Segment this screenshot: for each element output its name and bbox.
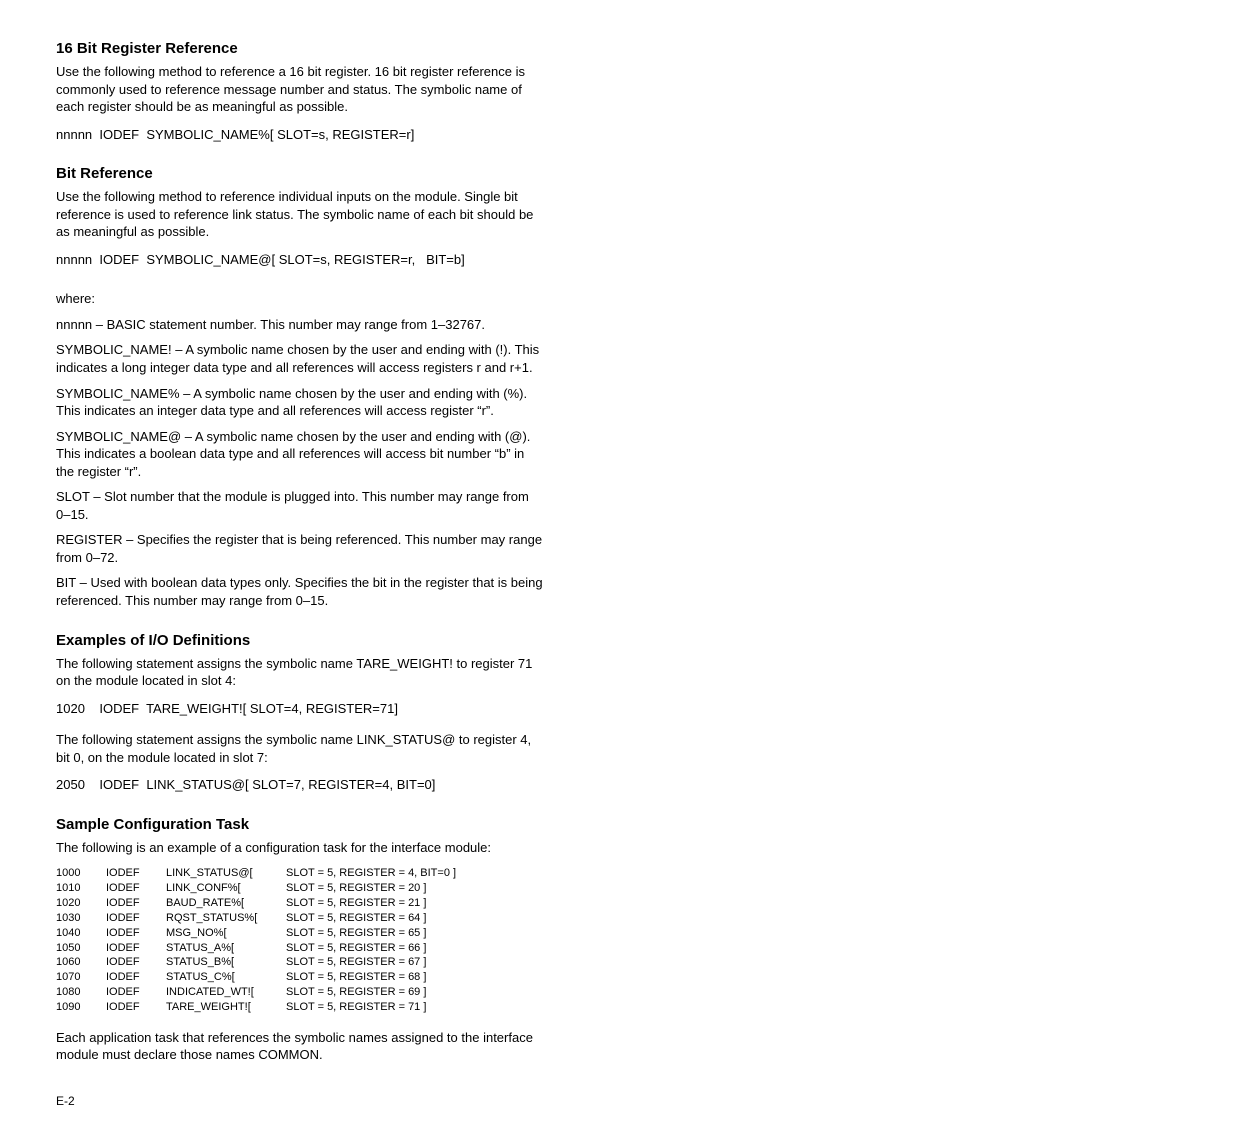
para-sample-config-intro: The following is an example of a configu… [56,839,544,857]
cell-line-number: 1010 [56,881,106,896]
cell-args: SLOT = 5, REGISTER = 64 ] [286,911,466,926]
code-16bit: nnnnn IODEF SYMBOLIC_NAME%[ SLOT=s, REGI… [56,126,544,144]
code-example2: 2050 IODEF LINK_STATUS@[ SLOT=7, REGISTE… [56,776,544,794]
table-row: 1000IODEFLINK_STATUS@[SLOT = 5, REGISTER… [56,866,466,881]
cell-args: SLOT = 5, REGISTER = 69 ] [286,985,466,1000]
where-symname-pct: SYMBOLIC_NAME% – A symbolic name chosen … [56,385,544,420]
heading-examples: Examples of I/O Definitions [56,632,544,649]
code-example1: 1020 IODEF TARE_WEIGHT![ SLOT=4, REGISTE… [56,700,544,718]
table-row: 1060IODEFSTATUS_B%[SLOT = 5, REGISTER = … [56,955,466,970]
cell-line-number: 1000 [56,866,106,881]
cell-symbolic-name: RQST_STATUS%[ [166,911,286,926]
cell-symbolic-name: LINK_CONF%[ [166,881,286,896]
where-nnnnn: nnnnn – BASIC statement number. This num… [56,316,544,334]
section-sample-config: Sample Configuration Task The following … [56,816,544,1064]
table-row: 1080IODEFINDICATED_WT![SLOT = 5, REGISTE… [56,985,466,1000]
cell-opcode: IODEF [106,896,166,911]
table-row: 1070IODEFSTATUS_C%[SLOT = 5, REGISTER = … [56,970,466,985]
cell-args: SLOT = 5, REGISTER = 71 ] [286,1000,466,1015]
para-example2: The following statement assigns the symb… [56,731,544,766]
para-16bit-intro: Use the following method to reference a … [56,63,544,116]
cell-opcode: IODEF [106,926,166,941]
cell-symbolic-name: TARE_WEIGHT![ [166,1000,286,1015]
cell-symbolic-name: STATUS_C%[ [166,970,286,985]
para-sample-config-note: Each application task that references th… [56,1029,544,1064]
where-intro: where: [56,290,544,308]
page-number: E-2 [56,1094,544,1108]
where-symname-at: SYMBOLIC_NAME@ – A symbolic name chosen … [56,428,544,481]
cell-symbolic-name: MSG_NO%[ [166,926,286,941]
cell-opcode: IODEF [106,941,166,956]
cell-opcode: IODEF [106,1000,166,1015]
table-row: 1090IODEFTARE_WEIGHT![SLOT = 5, REGISTER… [56,1000,466,1015]
cell-opcode: IODEF [106,866,166,881]
cell-opcode: IODEF [106,955,166,970]
table-row: 1050IODEFSTATUS_A%[SLOT = 5, REGISTER = … [56,941,466,956]
table-row: 1040IODEFMSG_NO%[SLOT = 5, REGISTER = 65… [56,926,466,941]
cell-symbolic-name: STATUS_B%[ [166,955,286,970]
table-row: 1030IODEFRQST_STATUS%[SLOT = 5, REGISTER… [56,911,466,926]
heading-sample-config: Sample Configuration Task [56,816,544,833]
cell-args: SLOT = 5, REGISTER = 21 ] [286,896,466,911]
cell-line-number: 1050 [56,941,106,956]
cell-opcode: IODEF [106,881,166,896]
cell-line-number: 1030 [56,911,106,926]
cell-opcode: IODEF [106,985,166,1000]
cell-opcode: IODEF [106,911,166,926]
cell-args: SLOT = 5, REGISTER = 66 ] [286,941,466,956]
cell-line-number: 1080 [56,985,106,1000]
para-example1: The following statement assigns the symb… [56,655,544,690]
where-symname-bang: SYMBOLIC_NAME! – A symbolic name chosen … [56,341,544,376]
cell-line-number: 1020 [56,896,106,911]
cell-args: SLOT = 5, REGISTER = 20 ] [286,881,466,896]
cell-args: SLOT = 5, REGISTER = 65 ] [286,926,466,941]
cell-line-number: 1090 [56,1000,106,1015]
where-slot: SLOT – Slot number that the module is pl… [56,488,544,523]
heading-16bit: 16 Bit Register Reference [56,40,544,57]
para-bit-intro: Use the following method to reference in… [56,188,544,241]
heading-bit: Bit Reference [56,165,544,182]
cell-line-number: 1070 [56,970,106,985]
cell-opcode: IODEF [106,970,166,985]
page-content: 16 Bit Register Reference Use the follow… [0,0,600,1148]
where-bit: BIT – Used with boolean data types only.… [56,574,544,609]
cell-symbolic-name: LINK_STATUS@[ [166,866,286,881]
cell-line-number: 1040 [56,926,106,941]
where-definitions: where: nnnnn – BASIC statement number. T… [56,290,544,609]
code-bit: nnnnn IODEF SYMBOLIC_NAME@[ SLOT=s, REGI… [56,251,544,269]
section-bit: Bit Reference Use the following method t… [56,165,544,268]
table-row: 1010IODEFLINK_CONF%[SLOT = 5, REGISTER =… [56,881,466,896]
cell-args: SLOT = 5, REGISTER = 67 ] [286,955,466,970]
cell-symbolic-name: INDICATED_WT![ [166,985,286,1000]
cell-args: SLOT = 5, REGISTER = 68 ] [286,970,466,985]
cell-line-number: 1060 [56,955,106,970]
section-examples: Examples of I/O Definitions The followin… [56,632,544,794]
cell-args: SLOT = 5, REGISTER = 4, BIT=0 ] [286,866,466,881]
cell-symbolic-name: BAUD_RATE%[ [166,896,286,911]
table-row: 1020IODEFBAUD_RATE%[SLOT = 5, REGISTER =… [56,896,466,911]
section-16bit: 16 Bit Register Reference Use the follow… [56,40,544,143]
cell-symbolic-name: STATUS_A%[ [166,941,286,956]
where-register: REGISTER – Specifies the register that i… [56,531,544,566]
config-table: 1000IODEFLINK_STATUS@[SLOT = 5, REGISTER… [56,866,466,1014]
